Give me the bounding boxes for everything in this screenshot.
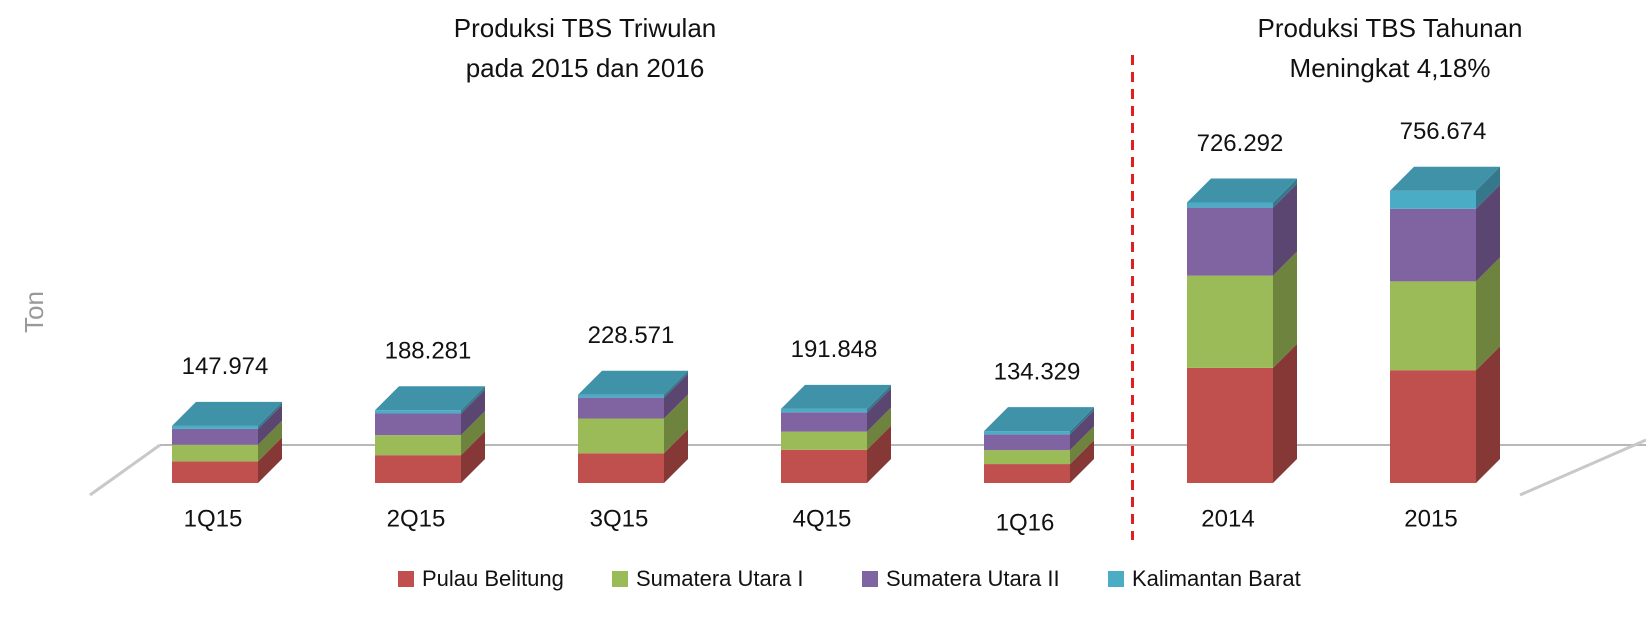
total-label: 756.674 (1400, 118, 1487, 145)
bar-side (1070, 410, 1094, 451)
legend-swatch (862, 571, 878, 587)
bar-segment (375, 435, 461, 456)
total-label: 726.292 (1197, 130, 1284, 157)
bar-segment (781, 412, 867, 432)
bar-side (258, 401, 282, 429)
bar-side (1273, 178, 1297, 208)
bar-side (867, 384, 891, 413)
bar-top (984, 407, 1094, 432)
x-tick-label: 2Q15 (387, 505, 446, 532)
legend-label: Sumatera Utara I (636, 566, 804, 591)
floor-edge (89, 443, 161, 497)
bar-segment (781, 408, 867, 413)
legend-label: Pulau Belitung (422, 566, 564, 591)
bar-side (258, 420, 282, 462)
bar-segment (781, 449, 867, 483)
bar-segment (172, 425, 258, 429)
legend-swatch (398, 571, 414, 587)
bar-side (258, 404, 282, 445)
bar-segment (984, 434, 1070, 451)
bar-side (1273, 251, 1297, 368)
bar-segment (578, 418, 664, 454)
bar-side (1273, 183, 1297, 276)
annotation: Produksi TBS Tahunan (1258, 13, 1523, 43)
bar-segment (1187, 367, 1273, 483)
total-label: 228.571 (588, 322, 675, 349)
bar-side (1273, 343, 1297, 483)
bar-segment (172, 444, 258, 462)
y-axis-label: Ton (19, 291, 49, 333)
total-label: 188.281 (385, 338, 472, 365)
bar-side (1476, 166, 1500, 209)
bar-side (867, 425, 891, 483)
bar-segment (578, 397, 664, 419)
bar-side (461, 386, 485, 414)
chart-title: pada 2015 dan 2016 (466, 53, 705, 83)
legend-label: Kalimantan Barat (1132, 566, 1301, 591)
bar-segment (578, 394, 664, 398)
bar-side (1476, 257, 1500, 371)
bar-segment (172, 428, 258, 445)
bar-top (1390, 166, 1500, 191)
legend-swatch (1108, 571, 1124, 587)
bar-side (664, 429, 688, 483)
bar-segment (1390, 370, 1476, 483)
bar-side (1070, 440, 1094, 483)
x-tick-label: 2015 (1404, 505, 1457, 532)
bar-top (172, 401, 282, 426)
bar-segment (1187, 275, 1273, 368)
bar-top (578, 370, 688, 395)
bar-side (664, 370, 688, 398)
x-tick-label: 1Q15 (184, 505, 243, 532)
x-tick-label: 3Q15 (590, 505, 649, 532)
bar-segment (375, 410, 461, 414)
bar-side (1070, 407, 1094, 435)
total-label: 147.974 (182, 353, 269, 380)
bar-top (781, 384, 891, 409)
total-label: 134.329 (994, 358, 1081, 385)
x-tick-label: 2014 (1201, 505, 1254, 532)
floor-edge (1519, 438, 1646, 497)
bar-side (867, 388, 891, 432)
x-tick-label: 1Q16 (996, 509, 1055, 536)
bar-side (461, 411, 485, 456)
total-label: 191.848 (791, 336, 878, 363)
annotation: Meningkat 4,18% (1290, 53, 1491, 83)
bar-segment (1390, 208, 1476, 282)
bar-segment (1187, 202, 1273, 208)
bar-side (461, 431, 485, 483)
bar-segment (984, 431, 1070, 435)
bar-side (258, 437, 282, 483)
bar-segment (984, 464, 1070, 483)
bar-segment (1187, 207, 1273, 276)
bar-top (375, 386, 485, 411)
bar-side (1070, 426, 1094, 465)
bar-side (664, 373, 688, 419)
bar-side (461, 389, 485, 436)
bar-segment (172, 461, 258, 483)
bar-segment (781, 431, 867, 450)
bar-segment (1390, 281, 1476, 371)
x-tick-label: 4Q15 (793, 505, 852, 532)
legend-label: Sumatera Utara II (886, 566, 1060, 591)
bar-segment (375, 455, 461, 483)
bar-segment (984, 450, 1070, 465)
bar-segment (578, 453, 664, 483)
bar-segment (1390, 190, 1476, 209)
bar-side (1476, 184, 1500, 282)
bar-segment (375, 413, 461, 436)
chart-title: Produksi TBS Triwulan (454, 13, 717, 43)
bar-top (1187, 178, 1297, 203)
legend-swatch (612, 571, 628, 587)
bar-side (1476, 346, 1500, 483)
bar-side (664, 394, 688, 454)
bar-side (867, 407, 891, 450)
